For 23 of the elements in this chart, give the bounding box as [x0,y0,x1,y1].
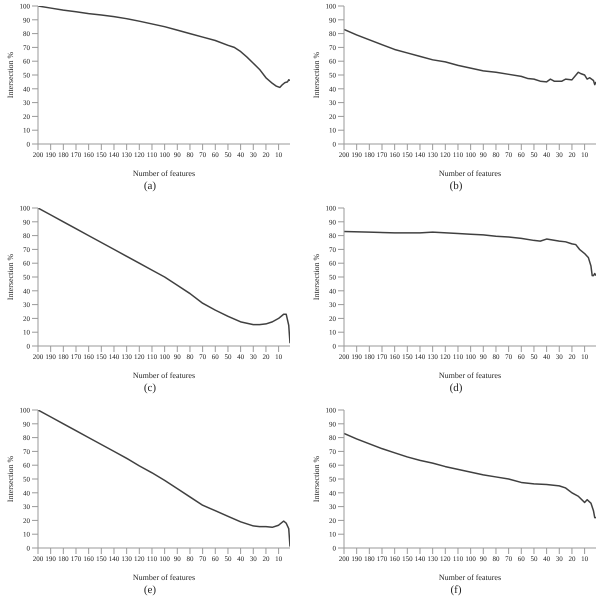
line-series [38,6,290,88]
text: (a) [144,180,156,192]
text: (d) [450,382,462,394]
text: (b) [450,180,462,192]
text: (e) [144,584,156,596]
line-series [344,432,596,518]
x-axis-title: Number of features [438,573,502,582]
x-axis-title: Number of features [132,573,196,582]
line-series [38,208,290,344]
line-series [344,28,596,86]
text: (f) [450,584,462,596]
y-axis-title: Intersection % [6,51,15,98]
x-axis-title: Number of features [438,371,502,380]
text: (c) [144,382,156,394]
y-axis-title: Intersection % [312,51,321,98]
x-axis-title: Number of features [132,169,196,178]
x-axis-title: Number of features [132,371,196,380]
y-axis-title: Intersection % [312,455,321,502]
y-axis-title: Intersection % [312,253,321,300]
y-axis-title: Intersection % [6,253,15,300]
line-series [344,230,596,276]
x-axis-title: Number of features [438,169,502,178]
y-axis-title: Intersection % [6,455,15,502]
